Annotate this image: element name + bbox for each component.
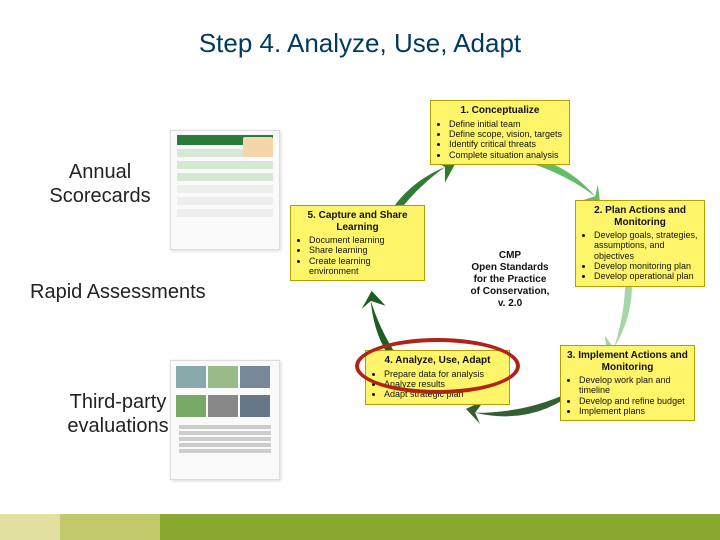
thumbnail-scorecard [170,130,280,250]
box-analyze: 4. Analyze, Use, Adapt Prepare data for … [365,350,510,405]
box-items: Document learning Share learning Create … [297,235,418,276]
box-title: 1. Conceptualize [437,105,563,117]
box-plan: 2. Plan Actions and Monitoring Develop g… [575,200,705,287]
box-title: 4. Analyze, Use, Adapt [372,355,503,367]
thumbnail-evaluation [170,360,280,480]
footer-bar [0,514,720,540]
box-items: Develop goals, strategies, assumptions, … [582,230,698,282]
box-items: Prepare data for analysis Analyze result… [372,369,503,400]
box-capture-share: 5. Capture and Share Learning Document l… [290,205,425,281]
box-title: 5. Capture and Share Learning [297,210,418,233]
box-implement: 3. Implement Actions and Monitoring Deve… [560,345,695,421]
box-title: 3. Implement Actions and Monitoring [567,350,688,373]
slide-title: Step 4. Analyze, Use, Adapt [0,28,720,59]
cycle-center-label: CMP Open Standards for the Practice of C… [440,250,580,310]
label-third-party: Third-party evaluations [48,390,188,438]
label-annual-scorecards: Annual Scorecards [40,160,160,208]
box-title: 2. Plan Actions and Monitoring [582,205,698,228]
box-conceptualize: 1. Conceptualize Define initial team Def… [430,100,570,165]
label-rapid-assessments: Rapid Assessments [30,280,250,304]
cmp-cycle-diagram: CMP Open Standards for the Practice of C… [300,100,700,460]
box-items: Define initial team Define scope, vision… [437,119,563,160]
box-items: Develop work plan and timeline Develop a… [567,375,688,416]
